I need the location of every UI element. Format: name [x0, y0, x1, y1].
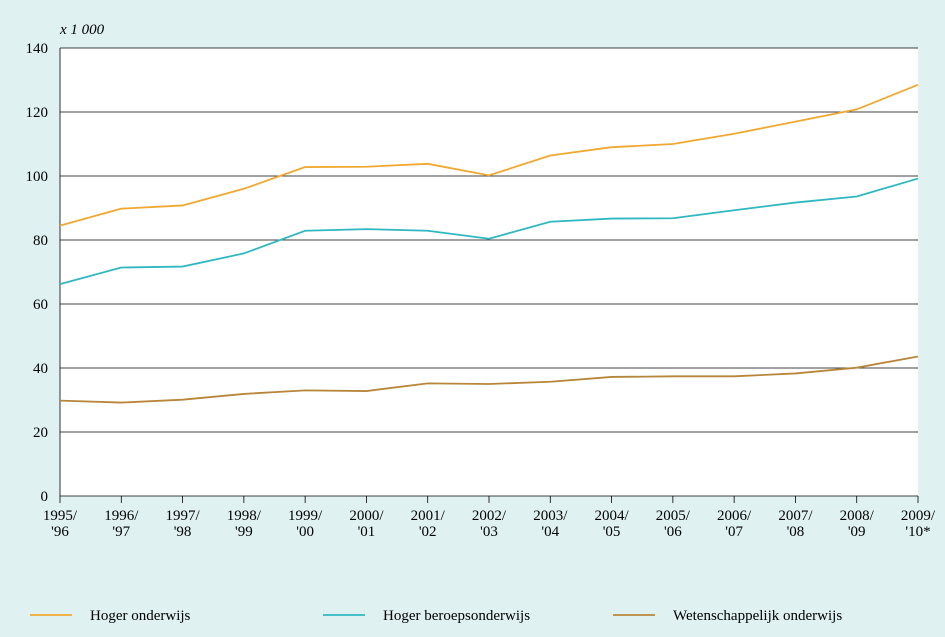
- series-line: [59, 177, 919, 286]
- plot-area: [60, 48, 918, 496]
- y-tick-label: 100: [26, 169, 49, 185]
- series-line: [59, 355, 919, 404]
- y-tick-label: 20: [33, 425, 48, 441]
- x-tick-label: 2007/'08: [778, 508, 813, 540]
- y-axis-label: x 1 000: [59, 22, 105, 38]
- x-tick-label: 2009/'10*: [901, 508, 936, 540]
- x-tick-label: 2001/'02: [411, 508, 446, 540]
- x-tick-label: 1995/'96: [43, 508, 78, 540]
- legend-label: Hoger beroepsonderwijs: [383, 608, 530, 624]
- x-tick-label: 1996/'97: [104, 508, 139, 540]
- x-tick-label: 1999/'00: [288, 508, 323, 540]
- x-tick-label: 1997/'98: [165, 508, 200, 540]
- y-tick-label: 140: [26, 41, 49, 57]
- x-tick-label: 2002/'03: [472, 508, 507, 540]
- legend-label: Hoger onderwijs: [90, 608, 191, 624]
- x-tick-label: 2006/'07: [717, 508, 752, 540]
- x-tick-label: 2008/'09: [840, 508, 875, 540]
- x-tick-label: 2000/'01: [349, 508, 384, 540]
- x-tick-label: 2003/'04: [533, 508, 568, 540]
- y-tick-label: 80: [33, 233, 48, 249]
- x-tick-label: 2005/'06: [656, 508, 691, 540]
- series-line: [59, 83, 919, 227]
- y-tick-label: 40: [33, 361, 48, 377]
- legend-label: Wetenschappelijk onderwijs: [673, 608, 842, 624]
- x-tick-label: 1998/'99: [227, 508, 262, 540]
- x-tick-label: 2004/'05: [594, 508, 629, 540]
- y-tick-label: 120: [26, 105, 49, 121]
- y-tick-label: 60: [33, 297, 48, 313]
- y-tick-label: 0: [41, 489, 49, 505]
